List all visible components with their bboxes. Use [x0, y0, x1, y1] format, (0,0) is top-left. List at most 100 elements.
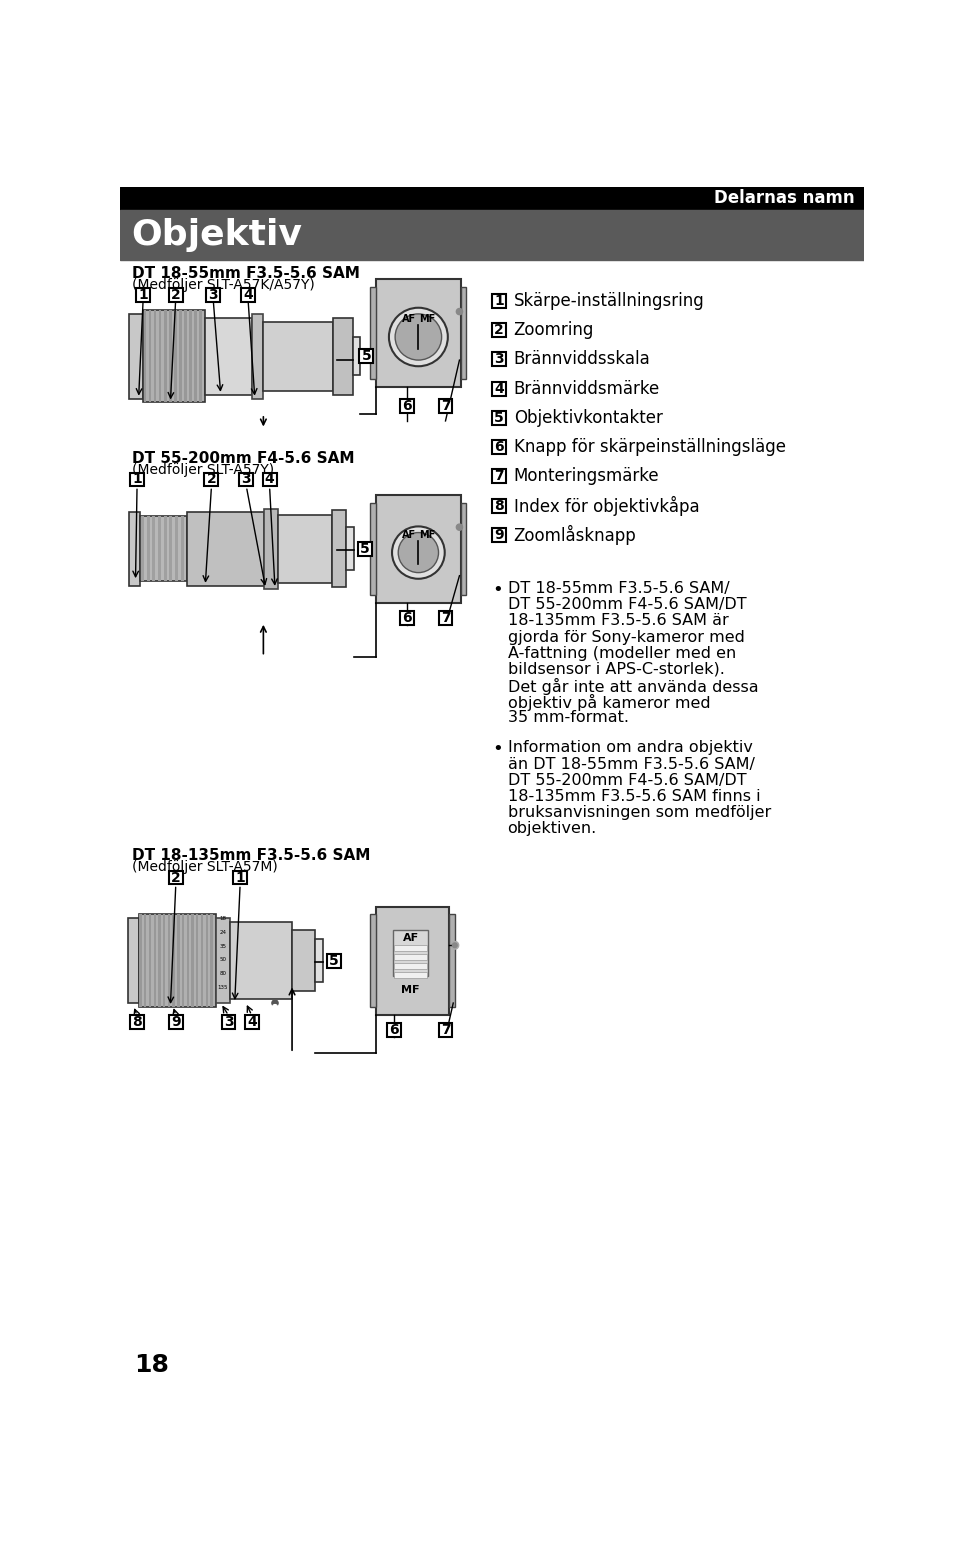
Bar — [263, 472, 276, 486]
Bar — [347, 528, 354, 570]
Bar — [439, 1023, 452, 1037]
Text: (Medföljer SLT-A57M): (Medföljer SLT-A57M) — [132, 859, 277, 873]
Text: bruksanvisningen som medföljer: bruksanvisningen som medföljer — [508, 805, 771, 821]
Text: än DT 18-55mm F3.5-5.6 SAM/: än DT 18-55mm F3.5-5.6 SAM/ — [508, 757, 755, 772]
Bar — [163, 517, 167, 581]
Bar — [200, 310, 202, 402]
Bar — [395, 972, 427, 978]
Bar — [189, 310, 192, 402]
Bar — [492, 294, 506, 308]
Bar — [245, 1015, 259, 1029]
Bar — [439, 399, 452, 413]
Bar — [439, 610, 452, 624]
Text: Knapp för skärpeinställningsläge: Knapp för skärpeinställningsläge — [514, 438, 785, 456]
Text: 6: 6 — [402, 399, 412, 413]
Bar — [169, 870, 182, 884]
Bar — [375, 495, 461, 603]
Circle shape — [392, 526, 444, 579]
Text: 35 mm-format.: 35 mm-format. — [508, 710, 629, 726]
Bar — [206, 288, 220, 302]
Bar — [371, 503, 375, 595]
Text: 3: 3 — [208, 288, 218, 302]
Bar — [138, 914, 216, 1007]
Bar — [371, 286, 375, 380]
Text: 7: 7 — [441, 610, 450, 624]
Bar — [393, 930, 428, 976]
Bar — [147, 517, 150, 581]
Text: Monteringsmärke: Monteringsmärke — [514, 467, 660, 486]
Circle shape — [456, 308, 463, 315]
Bar — [154, 914, 156, 1007]
Bar — [492, 528, 506, 542]
Bar — [264, 509, 278, 589]
Bar — [449, 914, 455, 1007]
Bar — [371, 914, 375, 1007]
Text: 3: 3 — [224, 1015, 233, 1029]
Circle shape — [398, 532, 439, 573]
Bar — [149, 310, 152, 402]
Bar — [191, 914, 194, 1007]
Bar — [327, 954, 341, 967]
Text: objektiven.: objektiven. — [508, 822, 597, 836]
Text: 4: 4 — [265, 472, 275, 486]
Bar — [210, 914, 212, 1007]
Text: 7: 7 — [441, 399, 450, 413]
Circle shape — [389, 308, 447, 366]
Bar — [173, 914, 175, 1007]
Text: DT 55-200mm F4-5.6 SAM/DT: DT 55-200mm F4-5.6 SAM/DT — [508, 598, 746, 612]
Text: 5: 5 — [360, 542, 370, 556]
Bar — [216, 919, 230, 1003]
Text: 6: 6 — [389, 1023, 398, 1037]
Bar — [128, 919, 138, 1003]
Text: 6: 6 — [494, 441, 504, 455]
Text: 18: 18 — [220, 916, 227, 920]
Bar — [222, 1015, 235, 1029]
Bar — [375, 279, 461, 388]
Text: 8: 8 — [132, 1015, 142, 1029]
Text: 4: 4 — [247, 1015, 256, 1029]
Bar — [358, 542, 372, 556]
Bar — [387, 1023, 400, 1037]
Bar — [130, 1015, 144, 1029]
Bar — [186, 914, 189, 1007]
Bar — [492, 352, 506, 366]
Text: 1: 1 — [235, 870, 245, 884]
Text: 3: 3 — [494, 352, 504, 366]
Text: AF: AF — [402, 529, 416, 540]
Text: 1: 1 — [132, 472, 142, 486]
Text: Objektiv: Objektiv — [132, 218, 302, 252]
Bar — [205, 318, 252, 395]
Bar — [180, 310, 181, 402]
Bar — [144, 310, 146, 402]
Text: Information om andra objektiv: Information om andra objektiv — [508, 741, 753, 755]
Bar — [130, 472, 144, 486]
Text: 7: 7 — [494, 469, 504, 483]
Bar — [399, 610, 414, 624]
Bar — [399, 399, 414, 413]
Bar — [492, 498, 506, 512]
Text: 4: 4 — [494, 381, 504, 395]
Bar — [230, 922, 292, 1000]
Bar — [143, 310, 205, 402]
Text: (Medföljer SLT-A57Y): (Medföljer SLT-A57Y) — [132, 464, 274, 478]
Bar — [149, 914, 151, 1007]
Text: 1: 1 — [138, 288, 148, 302]
Bar — [164, 310, 166, 402]
Text: 5: 5 — [329, 954, 339, 968]
Text: 35: 35 — [220, 944, 227, 948]
Bar — [157, 517, 161, 581]
Bar — [153, 517, 156, 581]
Text: MF: MF — [420, 315, 436, 324]
Bar — [139, 914, 142, 1007]
Text: 9: 9 — [494, 528, 504, 542]
Bar — [169, 310, 172, 402]
Text: 5: 5 — [494, 411, 504, 425]
Bar — [120, 187, 864, 210]
Bar — [375, 906, 449, 1015]
Bar — [169, 1015, 182, 1029]
Text: Objektivkontakter: Objektivkontakter — [514, 409, 662, 427]
Bar — [359, 349, 373, 363]
Text: Skärpe-inställningsring: Skärpe-inställningsring — [514, 291, 705, 310]
Text: •: • — [492, 741, 503, 758]
Circle shape — [272, 1000, 278, 1006]
